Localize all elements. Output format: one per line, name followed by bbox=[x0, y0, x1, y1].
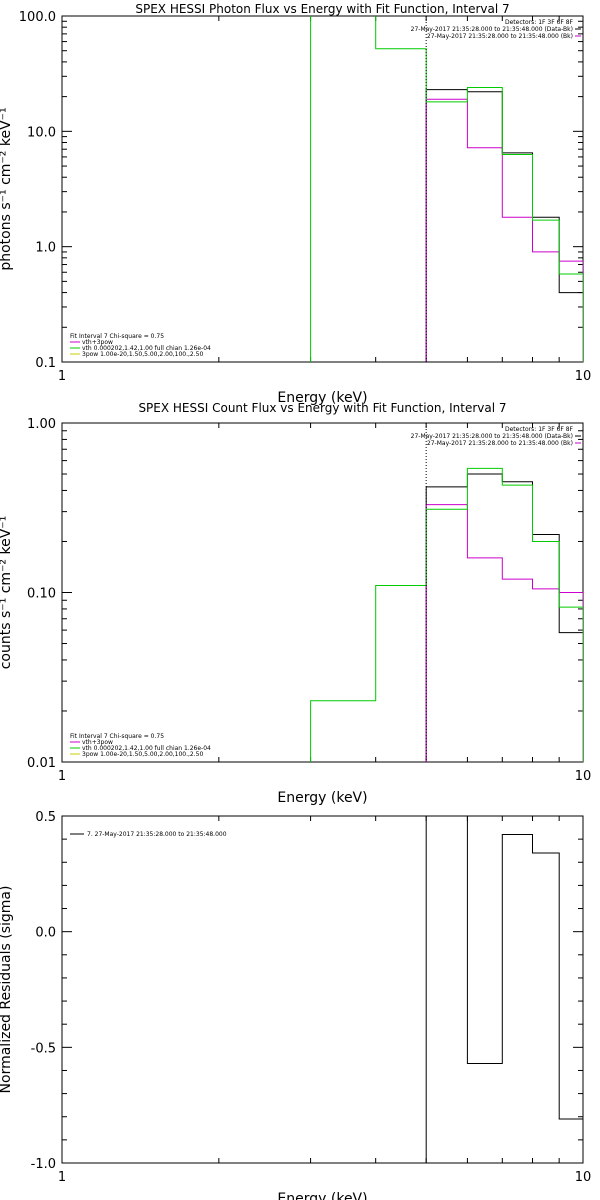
legend-entry: 27-May-2017 21:35:28.000 to 21:35:48.000… bbox=[427, 33, 573, 40]
x-axis-label: Energy (keV) bbox=[277, 1191, 367, 1200]
y-axis-label: photons s⁻¹ cm⁻² keV⁻¹ bbox=[0, 107, 14, 270]
chart-title: SPEX HESSI Count Flux vs Energy with Fit… bbox=[138, 401, 506, 415]
plot-area bbox=[310, 467, 583, 762]
legend-fit-bottom-left: Fit Interval 7 Chi-square = 0.75vth+3pow… bbox=[70, 333, 211, 358]
y-axis-label: Normalized Residuals (sigma) bbox=[0, 886, 14, 1094]
legend-entry: Fit Interval 7 Chi-square = 0.75 bbox=[70, 333, 164, 340]
y-tick-label: 0.0 bbox=[35, 926, 56, 941]
x-tick-label: 1 bbox=[58, 769, 66, 784]
series-line-1 bbox=[425, 473, 583, 762]
x-tick-label: 10 bbox=[575, 369, 592, 384]
y-tick-label: 0.5 bbox=[35, 810, 56, 825]
y-tick-label: 0.1 bbox=[35, 356, 56, 371]
series-line-3 bbox=[310, 16, 583, 362]
chart-panel-3: 1 10 Energy (keV) -1.0 -0.5 0.0 0.5 Normalized … bbox=[0, 810, 591, 1200]
legend-entry: Detectors: 1F 3F 6F 8F bbox=[505, 426, 574, 433]
y-tick-label: 0.10 bbox=[27, 587, 56, 602]
plot-area bbox=[425, 816, 583, 1163]
y-tick-label: -0.5 bbox=[31, 1041, 56, 1056]
chart-panel-1: SPEX HESSI Photon Flux vs Energy with Fi… bbox=[0, 2, 592, 406]
plot-area bbox=[310, 16, 583, 362]
legend-entry: 3pow 1.00e-20,1.50,5.00,2.00,100.,2.50 bbox=[82, 351, 203, 358]
series-line-2 bbox=[425, 504, 583, 762]
y-tick-label: 10.0 bbox=[27, 125, 56, 140]
chart-title: SPEX HESSI Photon Flux vs Energy with Fi… bbox=[135, 2, 509, 16]
y-tick-label: 100.0 bbox=[19, 10, 56, 25]
x-tick-label: 1 bbox=[58, 369, 66, 384]
series-line-2 bbox=[425, 98, 583, 362]
series-line-3 bbox=[310, 467, 583, 762]
legend-entry: Fit Interval 7 Chi-square = 0.75 bbox=[70, 733, 164, 740]
y-axis-label: counts s⁻¹ cm⁻² keV⁻¹ bbox=[0, 516, 14, 670]
chart-panel-2: SPEX HESSI Count Flux vs Energy with Fit… bbox=[0, 401, 591, 806]
y-tick-label: 1.00 bbox=[27, 417, 56, 432]
legend-entry: vth 0.000202,1.42,1.00 full chian 1.26e-… bbox=[82, 345, 211, 352]
series-line-1 bbox=[425, 816, 583, 1163]
legend-entry: 27-May-2017 21:35:28.000 to 21:35:48.000… bbox=[427, 440, 573, 447]
legend-entry: 7. 27-May-2017 21:35:28.000 to 21:35:48.… bbox=[87, 831, 227, 838]
axis-frame bbox=[61, 422, 584, 763]
legend-entry: 27-May-2017 21:35:28.000 to 21:35:48.000… bbox=[411, 26, 573, 33]
legend-entry: 27-May-2017 21:35:28.000 to 21:35:48.000… bbox=[411, 433, 573, 440]
y-tick-label: 1.0 bbox=[35, 241, 56, 256]
legend-fit-bottom-left: Fit Interval 7 Chi-square = 0.75vth+3pow… bbox=[70, 733, 211, 758]
legend-entry: 3pow 1.00e-20,1.50,5.00,2.00,100.,2.50 bbox=[82, 751, 203, 758]
axis-frame bbox=[61, 15, 584, 363]
legend-entry: vth+3pow bbox=[82, 339, 113, 346]
x-axis-label: Energy (keV) bbox=[277, 790, 367, 806]
legend-entry: vth 0.000202,1.42,1.00 full chian 1.26e-… bbox=[82, 745, 211, 752]
y-tick-label: -1.0 bbox=[31, 1157, 56, 1172]
series-line-1 bbox=[425, 89, 583, 362]
legend-entry: vth+3pow bbox=[82, 739, 113, 746]
x-tick-label: 1 bbox=[58, 1170, 66, 1185]
x-axis-label: Energy (keV) bbox=[277, 390, 367, 406]
x-tick-label: 10 bbox=[575, 1170, 592, 1185]
legend-entry: Detectors: 1F 3F 6F 8F bbox=[505, 19, 574, 26]
axis-frame bbox=[61, 815, 584, 1164]
x-tick-label: 10 bbox=[575, 769, 592, 784]
legend-top-left: 7. 27-May-2017 21:35:28.000 to 21:35:48.… bbox=[70, 831, 227, 838]
y-tick-label: 0.01 bbox=[27, 756, 56, 771]
